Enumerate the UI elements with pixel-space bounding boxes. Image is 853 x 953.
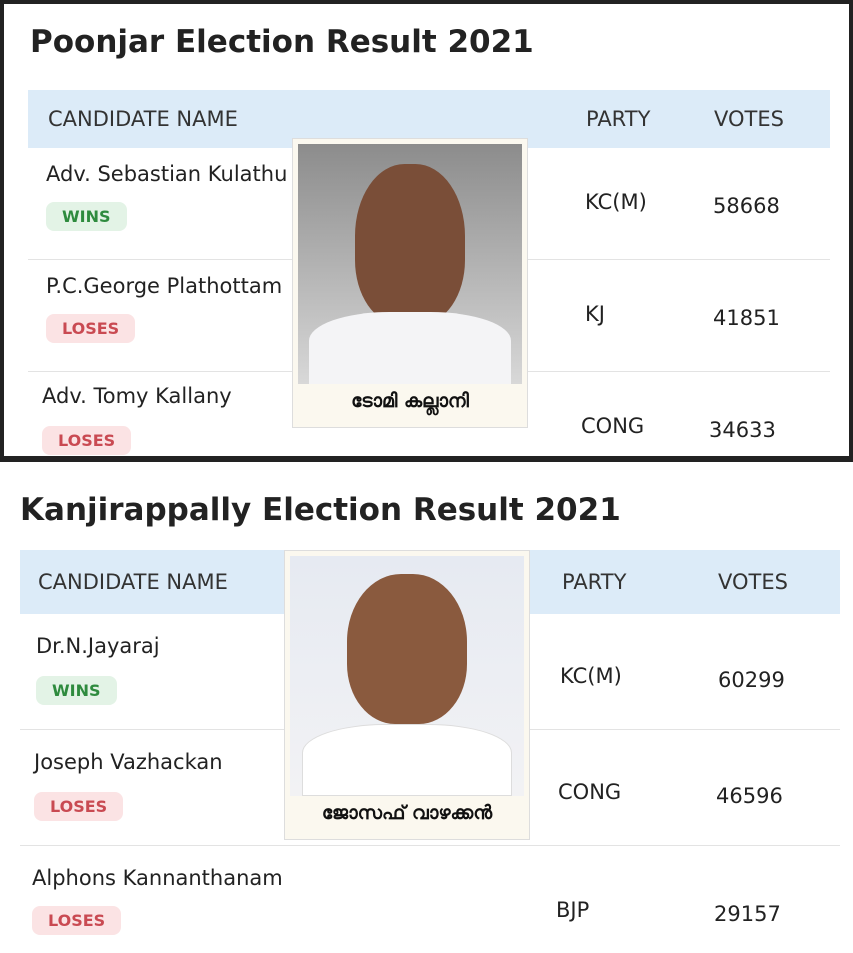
candidate-name: Adv. Tomy Kallany — [42, 384, 232, 408]
status-badge: LOSES — [34, 792, 124, 821]
candidate-name: Adv. Sebastian Kulathu — [46, 162, 288, 186]
candidate-photo: ജോസഫ് വാഴക്കൻ — [284, 550, 530, 840]
status-badge: WINS — [36, 676, 117, 705]
header-party: PARTY — [562, 570, 627, 594]
candidate-photo: ടോമി കല്ലാനി — [292, 138, 528, 428]
party: KC(M) — [585, 190, 647, 214]
status-badge: LOSES — [32, 906, 122, 935]
poonjar-results-panel: Poonjar Election Result 2021 CANDIDATE N… — [4, 4, 849, 456]
panel-title: Kanjirappally Election Result 2021 — [20, 492, 621, 528]
header-party: PARTY — [586, 107, 651, 131]
table-row: Joseph Vazhackan LOSES CONG 46596 — [20, 730, 840, 846]
votes: 29157 — [714, 902, 781, 926]
photo-caption: ടോമി കല്ലാനി — [351, 390, 469, 412]
party: CONG — [558, 780, 622, 804]
kanjirappally-results-panel: Kanjirappally Election Result 2021 CANDI… — [0, 462, 853, 953]
candidate-name: Joseph Vazhackan — [34, 750, 223, 774]
party: CONG — [581, 414, 645, 438]
candidate-name: Alphons Kannanthanam — [32, 866, 283, 890]
header-votes: VOTES — [714, 107, 784, 131]
status-badge: LOSES — [46, 314, 136, 343]
table-row: Alphons Kannanthanam LOSES BJP 29157 — [20, 846, 840, 953]
candidate-name: P.C.George Plathottam — [46, 274, 283, 298]
party: KC(M) — [560, 664, 622, 688]
header-votes: VOTES — [718, 570, 788, 594]
portrait-image — [298, 144, 522, 384]
photo-caption: ജോസഫ് വാഴക്കൻ — [321, 802, 493, 824]
status-badge: LOSES — [42, 426, 132, 455]
header-candidate-name: CANDIDATE NAME — [48, 107, 238, 131]
panel-title: Poonjar Election Result 2021 — [30, 24, 534, 60]
header-candidate-name: CANDIDATE NAME — [38, 570, 228, 594]
votes: 58668 — [713, 194, 780, 218]
votes: 34633 — [709, 418, 776, 442]
table-row: Adv. Sebastian Kulathu WINS KC(M) 58668 — [28, 148, 830, 260]
votes: 46596 — [716, 784, 783, 808]
votes: 60299 — [718, 668, 785, 692]
votes: 41851 — [713, 306, 780, 330]
table-row: Adv. Tomy Kallany LOSES CONG 34633 — [28, 372, 830, 456]
party: KJ — [585, 302, 605, 326]
status-badge: WINS — [46, 202, 127, 231]
party: BJP — [556, 898, 590, 922]
candidate-name: Dr.N.Jayaraj — [36, 634, 160, 658]
portrait-image — [290, 556, 524, 796]
